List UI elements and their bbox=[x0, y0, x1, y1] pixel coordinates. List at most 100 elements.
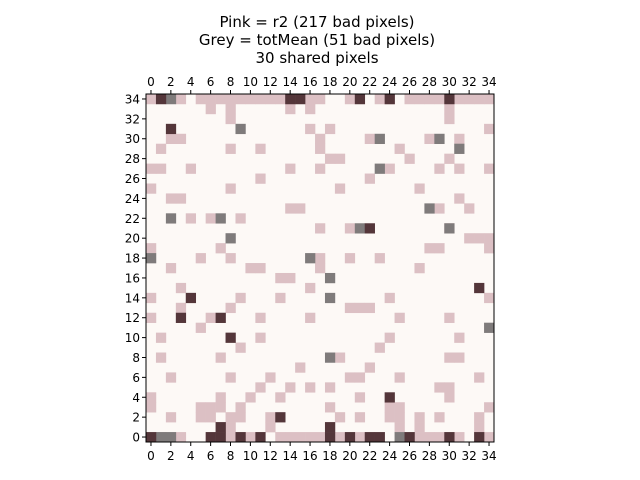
pink-pixel bbox=[195, 412, 206, 423]
shared-pixel bbox=[324, 422, 336, 433]
pink-pixel bbox=[225, 302, 236, 314]
pink-pixel bbox=[484, 123, 495, 135]
y-tick-label: 2 bbox=[132, 411, 140, 425]
x-tick-label-bottom: 4 bbox=[187, 449, 195, 463]
pink-pixel bbox=[215, 352, 226, 363]
pink-pixel bbox=[344, 94, 356, 105]
grey-pixel bbox=[454, 143, 465, 154]
pink-pixel bbox=[195, 94, 206, 105]
pink-pixel bbox=[344, 223, 356, 234]
pink-pixel bbox=[414, 422, 425, 433]
pink-pixel bbox=[374, 94, 385, 105]
pink-pixel bbox=[225, 253, 236, 264]
pink-pixel bbox=[394, 143, 405, 154]
pink-pixel bbox=[265, 422, 276, 433]
pink-pixel bbox=[255, 173, 266, 184]
pink-pixel bbox=[344, 253, 356, 264]
pink-pixel bbox=[334, 412, 346, 423]
x-tick-label-bottom: 34 bbox=[481, 449, 496, 463]
pink-pixel bbox=[404, 94, 415, 105]
pink-pixel bbox=[354, 432, 366, 443]
shared-pixel bbox=[354, 94, 366, 105]
pink-pixel bbox=[454, 193, 465, 204]
pink-pixel bbox=[384, 412, 395, 423]
pink-pixel bbox=[315, 94, 326, 105]
grey-pixel bbox=[324, 272, 336, 284]
x-tick-label-top: 6 bbox=[207, 75, 215, 89]
pink-pixel bbox=[444, 392, 455, 403]
pink-pixel bbox=[315, 133, 326, 145]
pink-pixel bbox=[235, 412, 246, 423]
grey-pixel bbox=[215, 213, 226, 224]
pink-pixel bbox=[434, 382, 445, 393]
pink-pixel bbox=[424, 94, 435, 105]
pink-pixel bbox=[305, 382, 316, 393]
x-tick-label-top: 14 bbox=[283, 75, 298, 89]
pink-pixel bbox=[454, 163, 465, 174]
pink-pixel bbox=[215, 392, 226, 403]
pink-pixel bbox=[324, 123, 336, 135]
pink-pixel bbox=[255, 94, 266, 105]
x-tick-label-top: 26 bbox=[402, 75, 417, 89]
y-tick-label: 30 bbox=[125, 132, 140, 146]
pink-pixel bbox=[155, 352, 167, 363]
pink-pixel bbox=[225, 103, 236, 115]
shared-pixel bbox=[384, 94, 395, 105]
x-tick-label-top: 34 bbox=[481, 75, 496, 89]
pink-pixel bbox=[354, 412, 366, 423]
x-tick-label-bottom: 18 bbox=[322, 449, 337, 463]
grey-pixel bbox=[146, 253, 157, 264]
x-tick-label-bottom: 6 bbox=[207, 449, 215, 463]
y-tick-label: 32 bbox=[125, 112, 140, 126]
pink-pixel bbox=[484, 292, 495, 304]
pink-pixel bbox=[434, 243, 445, 254]
shared-pixel bbox=[404, 432, 415, 443]
pink-pixel bbox=[165, 263, 177, 274]
pink-pixel bbox=[364, 302, 375, 314]
shared-pixel bbox=[146, 432, 157, 443]
title-line-2: Grey = totMean (51 bad pixels) bbox=[199, 31, 435, 49]
x-tick-label-top: 4 bbox=[187, 75, 195, 89]
x-tick-label-bottom: 22 bbox=[362, 449, 377, 463]
pink-pixel bbox=[195, 322, 206, 333]
grey-pixel bbox=[165, 94, 177, 105]
grey-pixel bbox=[424, 203, 435, 214]
pink-pixel bbox=[295, 203, 306, 214]
pink-pixel bbox=[305, 312, 316, 323]
y-tick-label: 14 bbox=[125, 291, 140, 305]
grey-pixel bbox=[354, 223, 366, 234]
pink-pixel bbox=[324, 153, 336, 164]
pink-pixel bbox=[195, 402, 206, 413]
pink-pixel bbox=[305, 282, 316, 294]
x-tick-label-bottom: 32 bbox=[462, 449, 477, 463]
pink-pixel bbox=[255, 143, 266, 154]
pink-pixel bbox=[295, 432, 306, 443]
x-tick-label-top: 22 bbox=[362, 75, 377, 89]
pink-pixel bbox=[484, 163, 495, 174]
pink-pixel bbox=[454, 432, 465, 443]
pink-pixel bbox=[315, 432, 326, 443]
shared-pixel bbox=[384, 392, 395, 403]
pink-pixel bbox=[424, 243, 435, 254]
x-tick-label-top: 16 bbox=[302, 75, 317, 89]
x-tick-label-bottom: 10 bbox=[243, 449, 258, 463]
y-tick-label: 0 bbox=[132, 431, 140, 445]
x-tick-label-top: 0 bbox=[147, 75, 155, 89]
pink-pixel bbox=[334, 352, 346, 363]
x-tick-label-bottom: 0 bbox=[147, 449, 155, 463]
pink-pixel bbox=[484, 432, 495, 443]
grey-pixel bbox=[394, 432, 405, 443]
x-tick-label-top: 32 bbox=[462, 75, 477, 89]
pink-pixel bbox=[324, 382, 336, 393]
pink-pixel bbox=[175, 432, 187, 443]
pink-pixel bbox=[245, 432, 256, 443]
pink-pixel bbox=[474, 412, 485, 423]
grey-pixel bbox=[324, 352, 336, 363]
pink-pixel bbox=[225, 412, 236, 423]
pink-pixel bbox=[165, 372, 177, 383]
x-tick-label-bottom: 30 bbox=[442, 449, 457, 463]
pink-pixel bbox=[394, 312, 405, 323]
pink-pixel bbox=[235, 213, 246, 224]
shared-pixel bbox=[444, 432, 455, 443]
pink-pixel bbox=[275, 94, 286, 105]
